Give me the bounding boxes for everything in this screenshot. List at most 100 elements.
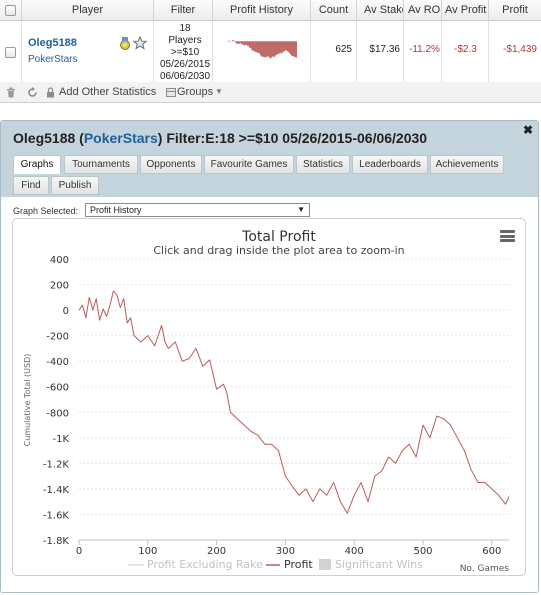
y-tick-label: -1.4K <box>43 485 70 496</box>
chart-grid <box>79 258 509 541</box>
graph-select-value: Profit History <box>90 205 142 215</box>
av-roi-value: -11.2% <box>409 44 440 55</box>
column-header-player[interactable]: Player <box>22 0 154 21</box>
groups-icon <box>166 88 176 97</box>
tab-leaderboards[interactable]: Leaderboards <box>352 155 428 174</box>
y-tick-label: 0 <box>63 306 69 317</box>
add-other-statistics-button[interactable]: Add Other Statistics <box>59 86 157 98</box>
panel-title: Oleg5188 (PokerStars) Filter:E:18 >=$10 … <box>13 130 427 146</box>
row-select-cell <box>0 21 22 82</box>
x-tick-label: 200 <box>207 546 226 557</box>
legend-item-profit-excluding-rake[interactable]: Profit Excluding Rake <box>147 558 263 571</box>
tab-favourite-games[interactable]: Favourite Games <box>204 155 294 174</box>
count-value: 625 <box>335 44 352 55</box>
filter-line: 06/06/2030 <box>159 71 211 82</box>
y-tick-label: -400 <box>46 357 69 368</box>
panel-player-name: Oleg5188 <box>13 130 76 146</box>
chevron-down-icon[interactable]: ▼ <box>297 205 305 214</box>
chart-container[interactable]: Total Profit Click and drag inside the p… <box>12 218 526 576</box>
refresh-icon[interactable] <box>27 87 38 98</box>
av-profit-cell: -$2.3 <box>442 21 489 82</box>
chevron-down-icon[interactable]: ▼ <box>215 87 223 96</box>
table-header: Player Filter Profit History Count Av St… <box>0 0 541 21</box>
column-header-count[interactable]: Count <box>311 0 357 21</box>
star-icon[interactable] <box>133 36 147 50</box>
x-tick-label: 400 <box>345 546 364 557</box>
panel-site-link[interactable]: PokerStars <box>83 130 158 146</box>
player-name-link[interactable]: Oleg5188 <box>28 37 77 49</box>
y-tick-label: -200 <box>46 332 69 343</box>
column-header-av-stake[interactable]: Av Stake <box>357 0 404 21</box>
tab-achievements[interactable]: Achievements <box>430 155 504 174</box>
row-checkbox[interactable] <box>5 47 16 58</box>
legend-item-profit[interactable]: Profit <box>284 558 313 571</box>
x-axis-label: No. Games <box>460 564 510 574</box>
statistics-table: Player Filter Profit History Count Av St… <box>0 0 541 82</box>
av-profit-value: -$2.3 <box>454 44 477 55</box>
av-roi-cell: -11.2% <box>404 21 442 82</box>
column-header-profit-history[interactable]: Profit History <box>213 0 311 21</box>
profit-history-cell <box>213 21 311 82</box>
panel-header: Oleg5188 (PokerStars) Filter:E:18 >=$10 … <box>1 121 538 197</box>
filter-line: 18 <box>179 23 191 34</box>
x-tick-label: 100 <box>138 546 157 557</box>
player-cell: Oleg5188 PokerStars <box>22 21 154 82</box>
legend-item-significant-wins[interactable]: Significant Wins <box>335 558 423 571</box>
y-axis-label: Cumulative Total (USD) <box>23 354 32 447</box>
medal-icon <box>120 37 130 50</box>
x-tick-label: 500 <box>413 546 432 557</box>
profit-chart[interactable]: Total Profit Click and drag inside the p… <box>13 219 525 575</box>
tab-graphs[interactable]: Graphs <box>13 155 61 174</box>
y-tick-label: -600 <box>46 383 69 394</box>
profit-history-sparkline[interactable] <box>227 39 297 61</box>
groups-dropdown[interactable]: Groups <box>177 86 214 98</box>
column-header-filter[interactable]: Filter <box>154 0 213 21</box>
av-stake-value: $17.36 <box>369 44 400 55</box>
close-icon[interactable]: ✖ <box>522 123 533 137</box>
y-tick-label: -1.2K <box>43 459 70 470</box>
x-tick-label: 300 <box>276 546 295 557</box>
select-all-checkbox[interactable] <box>5 5 16 16</box>
player-site-link[interactable]: PokerStars <box>28 54 78 65</box>
chart-series[interactable] <box>78 290 510 514</box>
y-axis: 400 200 0 -200 -400 -600 -800 -1K -1.2K -1.4K -1.6… <box>43 255 70 547</box>
filter-line: 05/26/2015 <box>159 59 211 70</box>
y-tick-label: -1.6K <box>43 510 70 521</box>
filter-text: 18 Players >=$10 05/26/2015 06/06/2030 <box>156 23 214 83</box>
table-toolbar: Add Other Statistics Groups ▼ <box>0 82 541 103</box>
x-tick-label: 600 <box>482 546 501 557</box>
column-header-av-profit[interactable]: Av Profit <box>442 0 489 21</box>
tab-find[interactable]: Find <box>13 176 49 195</box>
av-stake-cell: $17.36 <box>357 21 404 82</box>
panel-site-wrapper: (PokerStars) <box>79 130 163 146</box>
filter-cell: 18 Players >=$10 05/26/2015 06/06/2030 <box>154 21 213 82</box>
series-line-profit[interactable] <box>78 290 510 514</box>
select-all-cell <box>0 0 22 21</box>
chart-title: Total Profit <box>241 229 316 245</box>
y-tick-label: -1K <box>52 434 69 445</box>
filter-line: Players <box>168 35 202 46</box>
table-row[interactable]: Oleg5188 PokerStars 18 Players >=$10 05/… <box>0 21 541 82</box>
player-details-panel: Oleg5188 (PokerStars) Filter:E:18 >=$10 … <box>0 120 539 593</box>
trash-icon[interactable] <box>6 87 16 98</box>
column-header-av-roi[interactable]: Av ROI <box>404 0 442 21</box>
count-cell: 625 <box>311 21 357 82</box>
chart-menu-icon[interactable] <box>500 230 515 242</box>
graph-select-dropdown[interactable]: Profit History ▼ <box>85 203 310 217</box>
y-tick-label: 200 <box>50 281 69 292</box>
profit-value: -$1,439 <box>503 44 537 55</box>
chart-legend: Profit Excluding Rake Profit Significant… <box>128 558 423 571</box>
profit-cell: -$1,439 <box>489 21 541 82</box>
column-header-profit[interactable]: Profit <box>502 4 528 16</box>
legend-swatch-significant-wins <box>319 559 331 570</box>
chart-subtitle: Click and drag inside the plot area to z… <box>153 244 404 257</box>
graph-selected-label: Graph Selected: <box>13 206 79 216</box>
panel-filter-text: Filter:E:18 >=$10 05/26/2015-06/06/2030 <box>166 130 428 146</box>
tab-publish[interactable]: Publish <box>51 176 99 195</box>
y-tick-label: -1.8K <box>43 536 70 547</box>
tab-opponents[interactable]: Opponents <box>140 155 202 174</box>
tab-statistics[interactable]: Statistics <box>296 155 350 174</box>
lock-icon <box>47 87 54 98</box>
x-tick-label: 0 <box>76 546 82 557</box>
tab-tournaments[interactable]: Tournaments <box>64 155 138 174</box>
